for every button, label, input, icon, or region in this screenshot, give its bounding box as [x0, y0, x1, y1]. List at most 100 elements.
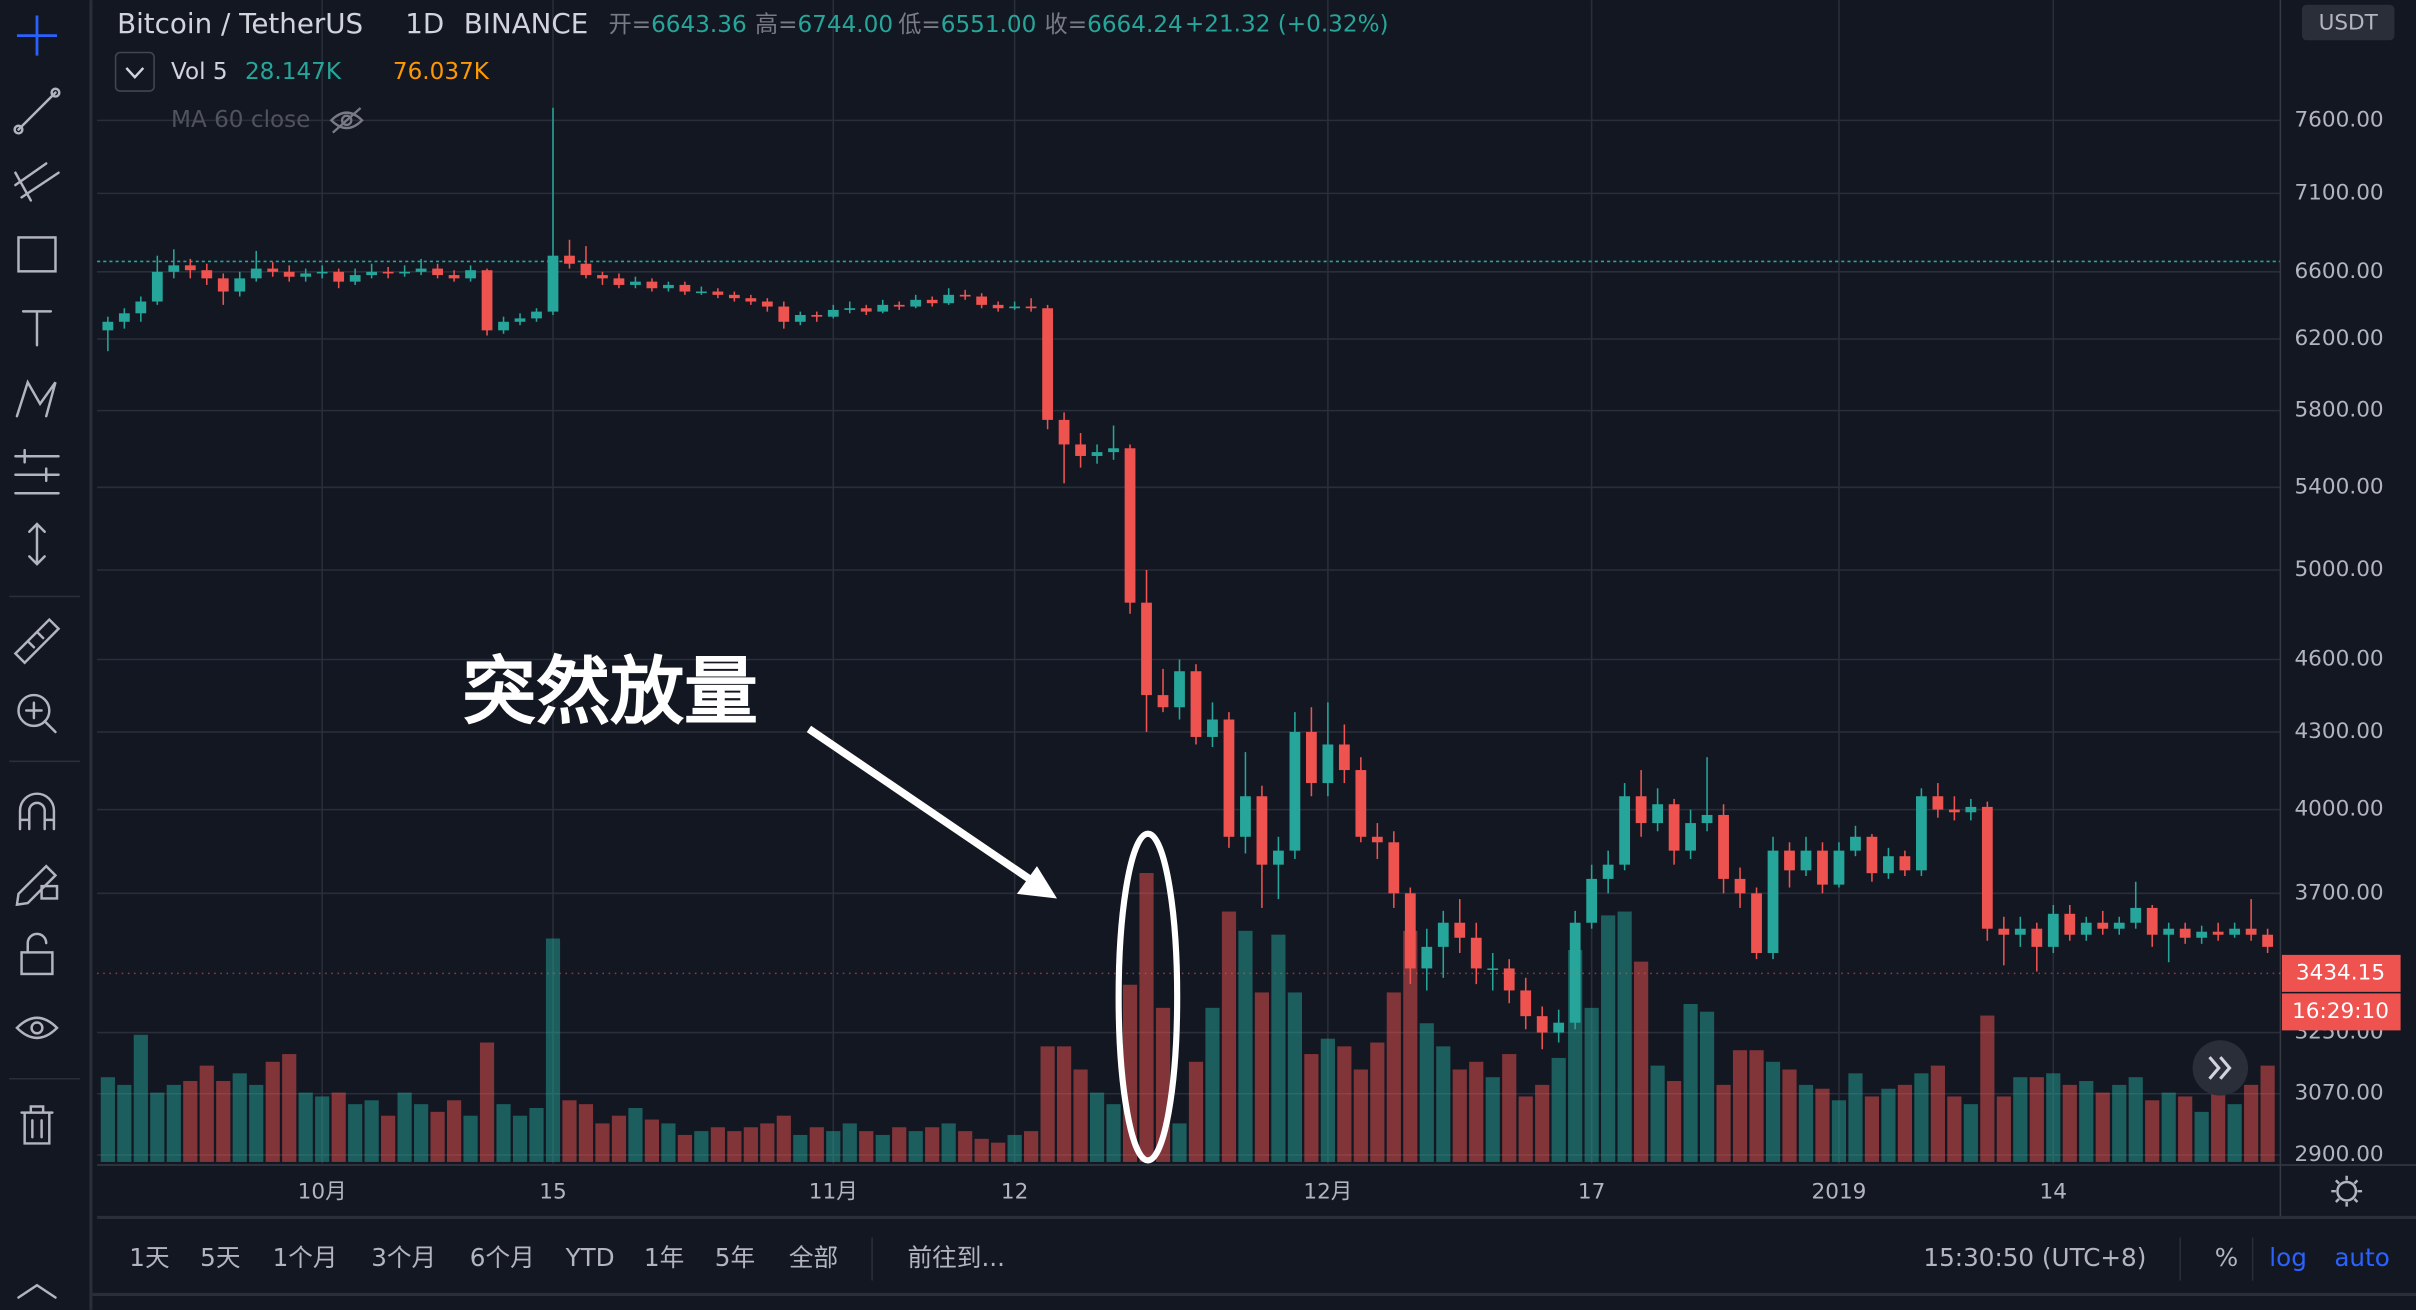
- candle-body: [2229, 928, 2241, 935]
- range-button[interactable]: 5年: [715, 1243, 755, 1272]
- volume-bar: [661, 1123, 676, 1162]
- clock[interactable]: 15:30:50 (UTC+8): [1923, 1243, 2146, 1272]
- candle-body: [1091, 452, 1103, 456]
- ohlc-value: 6551.00: [941, 11, 1037, 37]
- y-tick-label: 4300.00: [2294, 719, 2383, 744]
- candle-body: [2163, 928, 2175, 935]
- volume-indicator-name[interactable]: Vol 5: [171, 59, 228, 85]
- volume-bar: [2062, 1084, 2077, 1162]
- hide-toolbar[interactable]: [17, 1283, 57, 1299]
- candle-body: [151, 271, 163, 302]
- volume-bar: [2260, 1065, 2275, 1162]
- candle-body: [2179, 928, 2191, 938]
- range-button[interactable]: 5天: [200, 1243, 240, 1272]
- lock-tool[interactable]: [20, 932, 54, 976]
- delete-tool[interactable]: [20, 1105, 54, 1145]
- volume-bar: [958, 1131, 973, 1162]
- volume-bar: [1040, 1046, 1055, 1162]
- prediction-tool[interactable]: [14, 448, 60, 495]
- candle-body: [300, 273, 312, 277]
- candle-body: [1751, 893, 1762, 953]
- measure-arrow-tool[interactable]: [28, 522, 46, 566]
- candle-body: [135, 301, 147, 314]
- currency-badge[interactable]: [2301, 4, 2395, 41]
- candle-body: [1833, 850, 1845, 885]
- crosshair-tool[interactable]: [16, 15, 58, 56]
- log-toggle[interactable]: log: [2269, 1243, 2307, 1272]
- text-tool[interactable]: [21, 310, 53, 347]
- volume-ma-value: 28.147K: [245, 59, 342, 85]
- range-button[interactable]: 1年: [644, 1243, 684, 1272]
- percent-toggle[interactable]: %: [2215, 1243, 2238, 1272]
- volume-bar: [1188, 1061, 1204, 1162]
- pattern-tool[interactable]: [15, 379, 57, 418]
- candle-body: [1058, 419, 1070, 445]
- volume-bar: [1848, 1073, 1863, 1162]
- range-button[interactable]: 全部: [789, 1243, 838, 1272]
- exchange: BINANCE: [464, 7, 589, 40]
- volume-bar: [578, 1104, 594, 1162]
- goto-date[interactable]: 前往到...: [908, 1243, 1005, 1272]
- volume-bar: [1914, 1073, 1929, 1162]
- candle-body: [1223, 719, 1235, 837]
- volume-bar: [2211, 1084, 2226, 1162]
- volume-bar: [727, 1131, 742, 1162]
- fib-tool[interactable]: [14, 162, 60, 202]
- candle-body: [893, 304, 905, 307]
- candle-body: [1866, 836, 1878, 874]
- range-button[interactable]: 1天: [129, 1243, 169, 1272]
- hidden-eye-icon[interactable]: [329, 107, 364, 134]
- candle-body: [2245, 928, 2257, 935]
- candle-body: [184, 265, 196, 271]
- candle-body: [1371, 836, 1383, 843]
- ma-indicator[interactable]: MA 60 close: [171, 107, 310, 133]
- volume-bar: [331, 1092, 346, 1162]
- volume-bar: [991, 1142, 1006, 1162]
- volume-bar: [793, 1134, 808, 1162]
- candle-body: [2097, 922, 2109, 929]
- volume-bar: [1057, 1046, 1072, 1162]
- candle-body: [1948, 809, 1960, 813]
- symbol[interactable]: Bitcoin / TetherUS: [117, 7, 363, 40]
- range-button[interactable]: 3个月: [371, 1243, 436, 1272]
- volume-bar: [1831, 1100, 1847, 1162]
- candle-body: [1817, 850, 1828, 885]
- candle-body: [1652, 804, 1664, 824]
- ohlc-item: 低=6551.00: [898, 11, 1036, 37]
- volume-bar: [908, 1131, 923, 1162]
- volume-bar: [2112, 1084, 2127, 1162]
- candle-body: [1635, 796, 1647, 824]
- volume-bar: [2013, 1077, 2028, 1162]
- interval[interactable]: 1D: [405, 7, 444, 40]
- volume-bar: [1304, 1054, 1319, 1162]
- volume-bar: [1502, 1054, 1517, 1162]
- zoom-tool[interactable]: [17, 693, 57, 734]
- volume-bar: [1436, 1046, 1451, 1162]
- range-button[interactable]: 1个月: [273, 1243, 338, 1272]
- ruler-tool[interactable]: [13, 617, 61, 665]
- candle-body: [613, 278, 625, 285]
- rectangle-tool[interactable]: [17, 236, 57, 273]
- trend-line-tool[interactable]: [13, 87, 61, 135]
- volume-bar: [265, 1061, 280, 1162]
- collapse-button[interactable]: [114, 51, 155, 92]
- volume-bar: [1403, 930, 1418, 1162]
- range-button[interactable]: 6个月: [470, 1243, 535, 1272]
- volume-bar: [545, 938, 561, 1162]
- volume-bar: [1815, 1088, 1830, 1162]
- auto-toggle[interactable]: auto: [2334, 1243, 2389, 1272]
- lock-drawing-tool[interactable]: [15, 864, 59, 907]
- left-toolbar: [0, 0, 93, 1310]
- visibility-tool[interactable]: [15, 1016, 59, 1040]
- candle-body: [728, 294, 740, 299]
- y-tick-label: 3070.00: [2294, 1081, 2383, 1106]
- candle-body: [448, 275, 460, 279]
- candle-body: [1602, 864, 1614, 879]
- range-button[interactable]: YTD: [565, 1243, 615, 1272]
- volume-bar: [1947, 1096, 1962, 1162]
- magnet-tool[interactable]: [18, 792, 56, 831]
- candle-body: [118, 313, 130, 322]
- axis-settings[interactable]: [2331, 1175, 2363, 1207]
- x-tick-label: 12月: [1303, 1180, 1352, 1205]
- candle-body: [663, 284, 674, 289]
